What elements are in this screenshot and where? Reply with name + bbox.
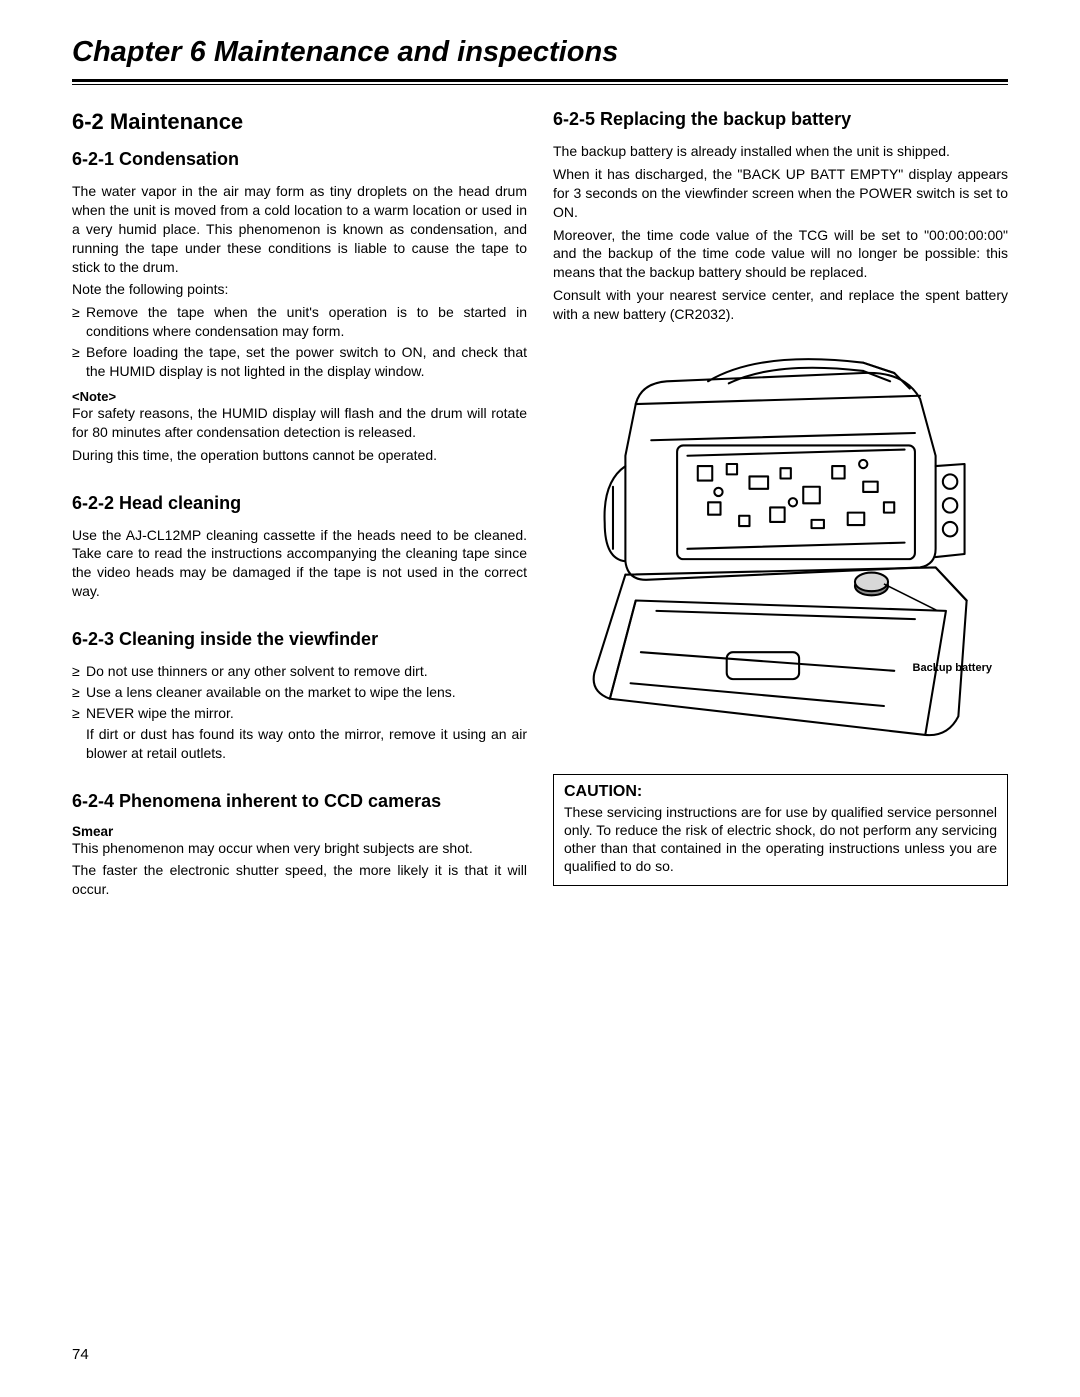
paragraph: The backup battery is already installed … xyxy=(553,142,1008,161)
list-item: Before loading the tape, set the power s… xyxy=(72,343,527,381)
paragraph: When it has discharged, the "BACK UP BAT… xyxy=(553,165,1008,222)
subsection-heading: 6-2-2 Head cleaning xyxy=(72,493,527,514)
device-illustration xyxy=(553,342,1008,756)
caution-text: These servicing instructions are for use… xyxy=(564,803,997,876)
subsection-heading: 6-2-5 Replacing the backup battery xyxy=(553,109,1008,130)
subsection-heading: 6-2-3 Cleaning inside the viewfinder xyxy=(72,629,527,650)
section-heading: 6-2 Maintenance xyxy=(72,109,527,135)
right-column: 6-2-5 Replacing the backup battery The b… xyxy=(553,109,1008,903)
list-item: Remove the tape when the unit's operatio… xyxy=(72,303,527,341)
inline-label: Smear xyxy=(72,824,527,839)
subsection-heading: 6-2-1 Condensation xyxy=(72,149,527,170)
subsection-heading: 6-2-4 Phenomena inherent to CCD cameras xyxy=(72,791,527,812)
paragraph: Consult with your nearest service center… xyxy=(553,286,1008,324)
page-number: 74 xyxy=(72,1346,89,1363)
list-item: Use a lens cleaner available on the mark… xyxy=(72,683,527,702)
left-column: 6-2 Maintenance 6-2-1 Condensation The w… xyxy=(72,109,527,903)
rule-thick xyxy=(72,79,1008,82)
caution-title: CAUTION: xyxy=(564,783,997,801)
paragraph: Moreover, the time code value of the TCG… xyxy=(553,226,1008,283)
paragraph: The faster the electronic shutter speed,… xyxy=(72,861,527,899)
bullet-list: Remove the tape when the unit's operatio… xyxy=(72,303,527,381)
rule-thin xyxy=(72,84,1008,85)
chapter-title: Chapter 6 Maintenance and inspections xyxy=(72,36,1008,69)
paragraph: This phenomenon may occur when very brig… xyxy=(72,839,527,858)
figure-callout-label: Backup battery xyxy=(913,662,992,674)
paragraph: Note the following points: xyxy=(72,280,527,299)
paragraph: During this time, the operation buttons … xyxy=(72,446,527,465)
two-column-layout: 6-2 Maintenance 6-2-1 Condensation The w… xyxy=(72,109,1008,903)
paragraph: For safety reasons, the HUMID display wi… xyxy=(72,404,527,442)
paragraph: The water vapor in the air may form as t… xyxy=(72,182,527,276)
bullet-list: Do not use thinners or any other solvent… xyxy=(72,662,527,723)
list-item: NEVER wipe the mirror. xyxy=(72,704,527,723)
note-label: <Note> xyxy=(72,389,527,404)
paragraph: If dirt or dust has found its way onto t… xyxy=(72,725,527,763)
caution-box: CAUTION: These servicing instructions ar… xyxy=(553,774,1008,887)
list-item: Do not use thinners or any other solvent… xyxy=(72,662,527,681)
paragraph: Use the AJ-CL12MP cleaning cassette if t… xyxy=(72,526,527,602)
device-figure: Backup battery xyxy=(553,342,1008,756)
